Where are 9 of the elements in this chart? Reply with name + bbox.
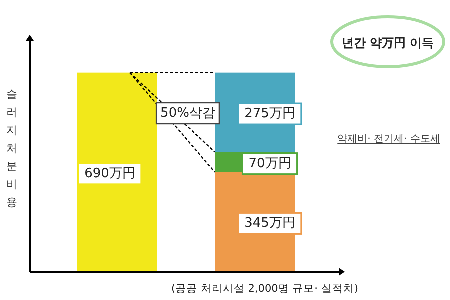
data-label: 345万円 <box>244 216 296 232</box>
data-label: 275万円 <box>244 106 296 122</box>
annotation: 약제비· 전기세· 수도세 <box>338 134 440 145</box>
data-label: 70万円 <box>248 156 292 172</box>
text: 년간 약万円 이득 <box>342 36 434 50</box>
data-label: 690万円 <box>84 166 136 182</box>
text: (공공 처리시설 2,000명 규모· 실적치) <box>172 283 358 295</box>
annotation: 50%삭감 <box>160 106 216 121</box>
y-axis-title: 슬러지처분비용 <box>6 88 18 209</box>
